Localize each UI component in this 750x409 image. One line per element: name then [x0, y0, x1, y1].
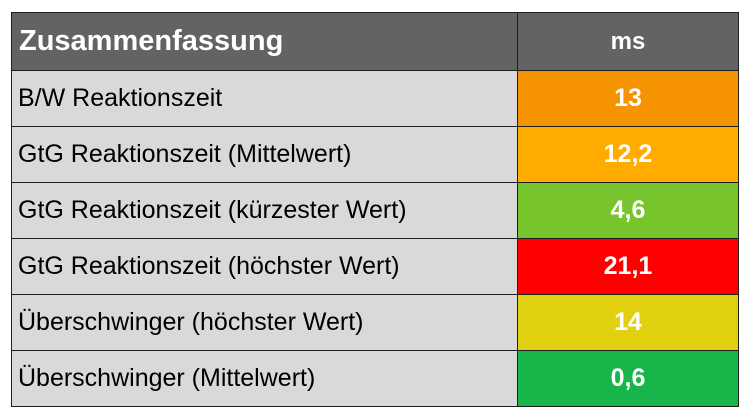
- row-value: 13: [517, 70, 739, 127]
- row-label: Überschwinger (höchster Wert): [11, 294, 518, 351]
- table-row: Überschwinger (Mittelwert) 0,6: [11, 350, 739, 407]
- row-value: 12,2: [517, 126, 739, 183]
- table-row: B/W Reaktionszeit 13: [11, 70, 739, 127]
- table-row: Überschwinger (höchster Wert) 14: [11, 294, 739, 351]
- row-label: GtG Reaktionszeit (höchster Wert): [11, 238, 518, 295]
- header-unit: ms: [517, 12, 739, 71]
- table-row: GtG Reaktionszeit (kürzester Wert) 4,6: [11, 182, 739, 239]
- row-label: B/W Reaktionszeit: [11, 70, 518, 127]
- row-value: 21,1: [517, 238, 739, 295]
- row-label: GtG Reaktionszeit (kürzester Wert): [11, 182, 518, 239]
- row-label: Überschwinger (Mittelwert): [11, 350, 518, 407]
- summary-table: Zusammenfassung ms B/W Reaktionszeit 13 …: [11, 12, 739, 407]
- row-value: 4,6: [517, 182, 739, 239]
- header-label: Zusammenfassung: [11, 12, 518, 71]
- table-row: GtG Reaktionszeit (höchster Wert) 21,1: [11, 238, 739, 295]
- table-row: GtG Reaktionszeit (Mittelwert) 12,2: [11, 126, 739, 183]
- row-value: 0,6: [517, 350, 739, 407]
- row-label: GtG Reaktionszeit (Mittelwert): [11, 126, 518, 183]
- row-value: 14: [517, 294, 739, 351]
- header-row: Zusammenfassung ms: [11, 12, 739, 71]
